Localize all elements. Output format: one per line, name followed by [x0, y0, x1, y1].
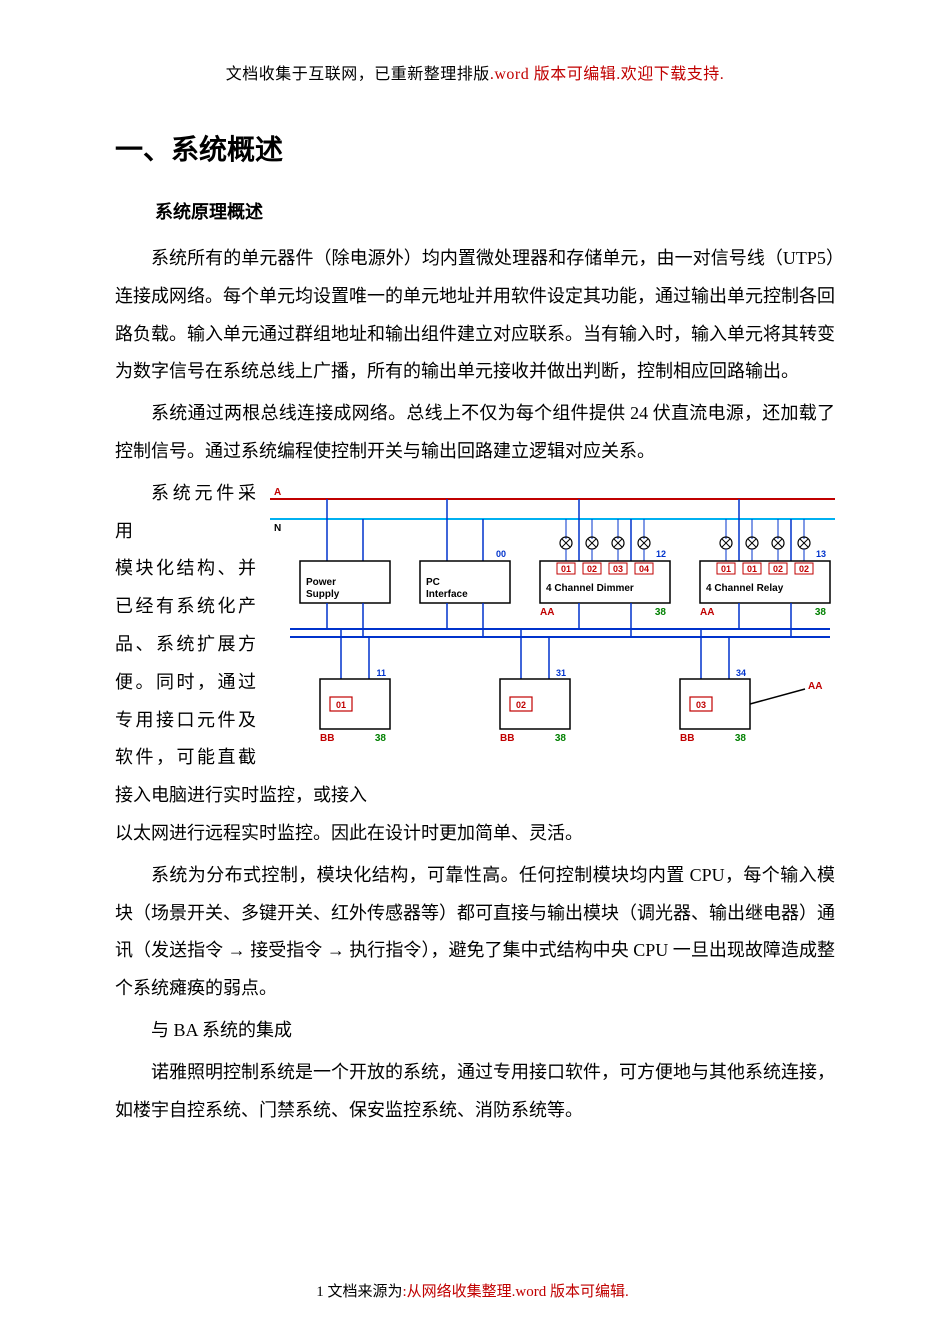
- footer-page-number: 1: [316, 1284, 324, 1300]
- svg-text:02: 02: [516, 700, 526, 710]
- svg-text:A: A: [274, 487, 281, 498]
- svg-text:34: 34: [736, 668, 746, 678]
- svg-text:38: 38: [655, 607, 667, 618]
- svg-text:BB: BB: [680, 733, 694, 744]
- svg-text:38: 38: [555, 733, 567, 744]
- svg-text:Supply: Supply: [306, 589, 340, 600]
- svg-text:02: 02: [799, 564, 809, 574]
- svg-text:12: 12: [656, 549, 666, 559]
- svg-text:11: 11: [376, 668, 386, 678]
- subheading-2: 与 BA 系统的集成: [115, 1012, 835, 1050]
- section-title: 一、系统概述: [115, 128, 835, 168]
- document-page: 文档收集于互联网，已重新整理排版.word 版本可编辑.欢迎下载支持. 一、系统…: [0, 0, 945, 1337]
- svg-text:BB: BB: [320, 733, 334, 744]
- svg-text:4 Channel Dimmer: 4 Channel Dimmer: [546, 583, 634, 594]
- header-note: 文档收集于互联网，已重新整理排版.word 版本可编辑.欢迎下载支持.: [115, 60, 835, 84]
- footer-red: :从网络收集整理.word 版本可编辑.: [403, 1284, 629, 1300]
- diagram-svg: A N PowerSupply PCInterface 00 01 02 03 04 4 Chan…: [270, 481, 835, 761]
- svg-text:01: 01: [336, 700, 346, 710]
- svg-text:38: 38: [815, 607, 827, 618]
- paragraph-2: 系统通过两根总线连接成网络。总线上不仅为每个组件提供 24 伏直流电源，还加载了…: [115, 395, 835, 471]
- svg-text:AA: AA: [700, 607, 714, 618]
- wrap-block: A N PowerSupply PCInterface 00 01 02 03 04 4 Chan…: [115, 475, 835, 815]
- svg-text:BB: BB: [500, 733, 514, 744]
- svg-text:02: 02: [587, 564, 597, 574]
- svg-text:38: 38: [735, 733, 747, 744]
- paragraph-5: 诺雅照明控制系统是一个开放的系统，通过专用接口软件，可方便地与其他系统连接，如楼…: [115, 1054, 835, 1130]
- footer-black: 文档来源为: [324, 1284, 403, 1300]
- header-note-red: .word 版本可编辑.欢迎下载支持.: [490, 66, 724, 83]
- subheading-1: 系统原理概述: [155, 198, 835, 224]
- paragraph-4: 系统为分布式控制，模块化结构，可靠性高。任何控制模块均内置 CPU，每个输入模块…: [115, 857, 835, 1008]
- svg-text:03: 03: [613, 564, 623, 574]
- svg-text:13: 13: [816, 549, 826, 559]
- svg-text:AA: AA: [808, 681, 822, 692]
- header-note-black: 文档收集于互联网，已重新整理排版: [226, 66, 490, 83]
- paragraph-3b: 以太网进行远程实时监控。因此在设计时更加简单、灵活。: [115, 815, 835, 853]
- paragraph-1: 系统所有的单元器件（除电源外）均内置微处理器和存储单元，由一对信号线（UTP5）…: [115, 240, 835, 391]
- svg-text:01: 01: [721, 564, 731, 574]
- page-footer: 1 文档来源为:从网络收集整理.word 版本可编辑.: [0, 1280, 945, 1301]
- system-diagram: A N PowerSupply PCInterface 00 01 02 03 04 4 Chan…: [270, 481, 835, 766]
- svg-text:Interface: Interface: [426, 589, 468, 600]
- svg-text:01: 01: [747, 564, 757, 574]
- svg-text:01: 01: [561, 564, 571, 574]
- svg-text:02: 02: [773, 564, 783, 574]
- svg-text:AA: AA: [540, 607, 554, 618]
- svg-text:04: 04: [639, 564, 649, 574]
- svg-text:31: 31: [556, 668, 566, 678]
- svg-text:N: N: [274, 523, 281, 534]
- svg-text:PC: PC: [426, 577, 440, 588]
- svg-text:38: 38: [375, 733, 387, 744]
- svg-text:Power: Power: [306, 577, 336, 588]
- svg-text:4 Channel Relay: 4 Channel Relay: [706, 583, 784, 594]
- svg-text:00: 00: [496, 549, 506, 559]
- svg-text:03: 03: [696, 700, 706, 710]
